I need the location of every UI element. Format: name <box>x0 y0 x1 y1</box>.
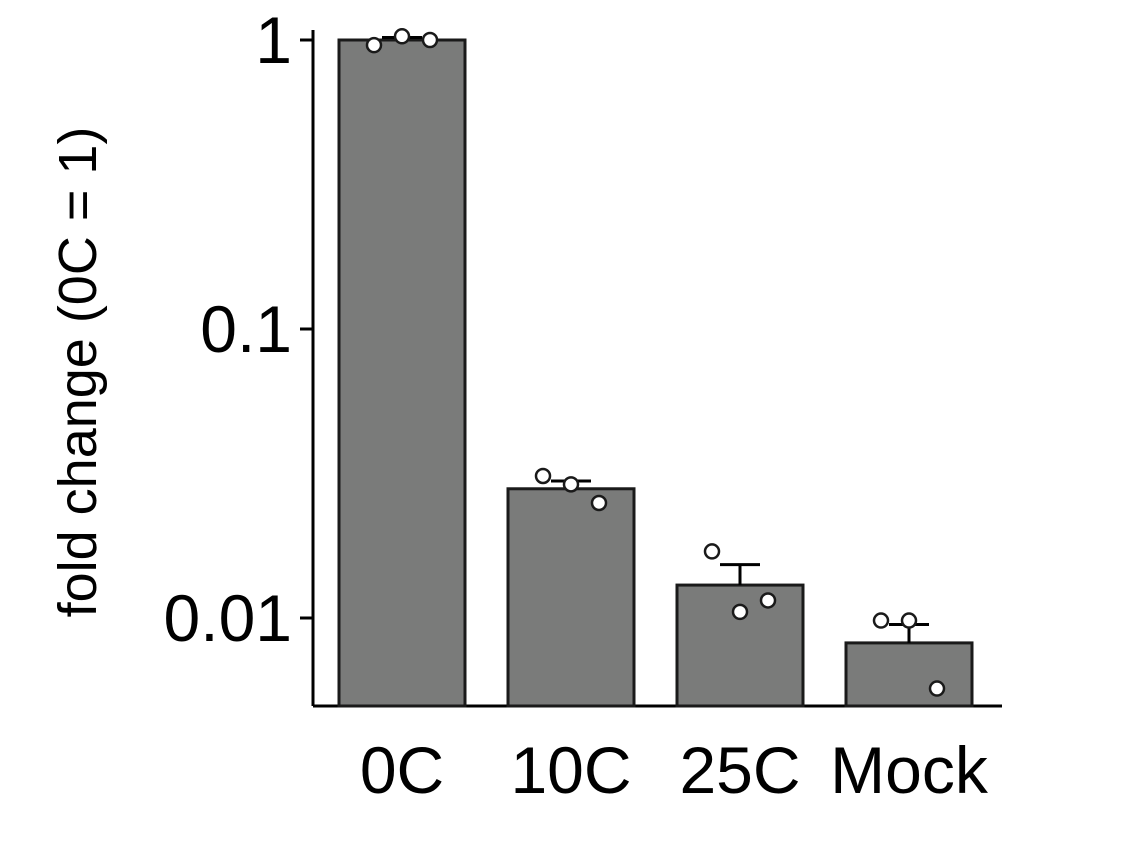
data-point <box>534 467 552 485</box>
data-point <box>421 31 439 49</box>
data-points <box>365 28 946 697</box>
y-axis-title: fold change (0C = 1) <box>48 127 108 618</box>
x-category-label: Mock <box>830 733 989 807</box>
category-labels: 0C 10C 25C Mock <box>360 733 989 807</box>
data-point <box>900 612 918 629</box>
data-point <box>759 592 777 609</box>
y-tick-label: 0.01 <box>164 581 292 655</box>
bar <box>506 487 636 708</box>
data-point <box>562 476 580 493</box>
bars <box>337 38 974 708</box>
x-category-label: 0C <box>360 733 444 807</box>
data-point <box>872 612 890 629</box>
x-category-label: 25C <box>679 733 800 807</box>
bar <box>844 641 974 708</box>
y-tick-label: 0.1 <box>200 292 292 366</box>
data-point <box>365 36 383 54</box>
data-point <box>393 28 411 45</box>
bar <box>337 38 467 708</box>
y-ticks: 1 0.1 0.01 <box>164 3 313 655</box>
data-point <box>703 543 721 560</box>
bar <box>675 583 805 708</box>
x-category-label: 10C <box>510 733 631 807</box>
data-point <box>731 603 749 621</box>
data-point <box>928 680 946 697</box>
y-tick-label: 1 <box>255 3 292 77</box>
data-point <box>590 494 608 512</box>
